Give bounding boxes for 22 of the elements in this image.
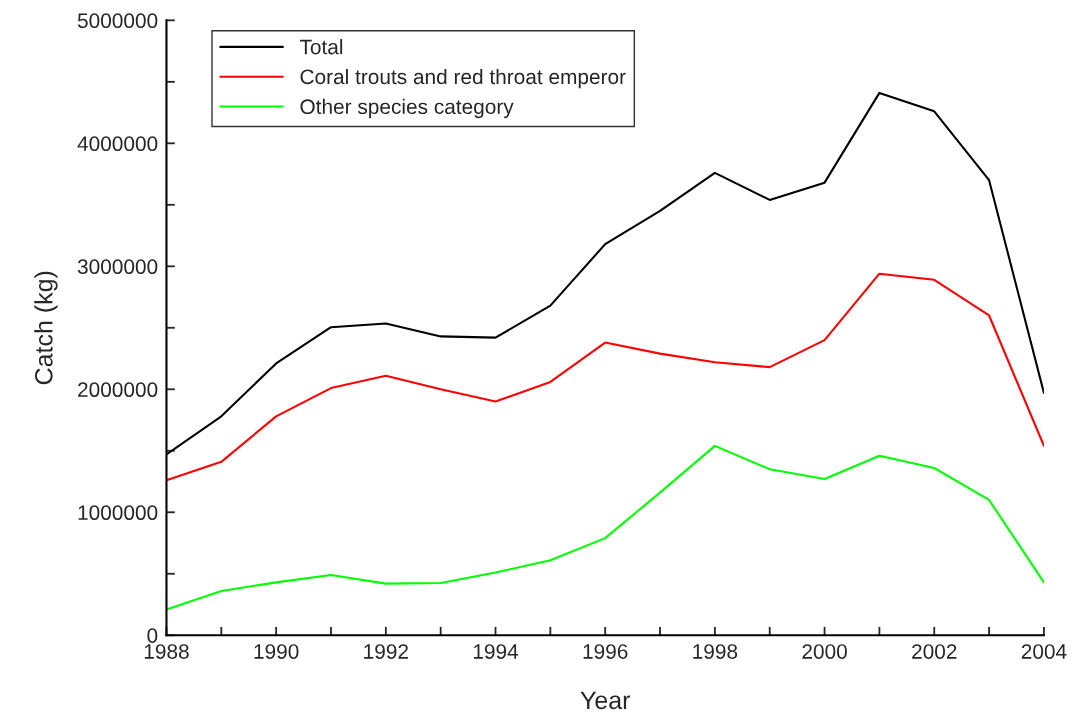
x-tick-label: 2000 bbox=[802, 644, 847, 659]
y-axis-title: Catch (kg) bbox=[34, 271, 58, 385]
y-tick-label: 0 bbox=[147, 628, 158, 643]
legend-label: Other species category bbox=[300, 98, 514, 119]
y-tick-label: 5000000 bbox=[77, 13, 158, 29]
x-tick-label: 1992 bbox=[364, 644, 408, 659]
y-tick-label: 3000000 bbox=[77, 259, 158, 275]
legend-label: Coral trouts and red throat emperor bbox=[300, 68, 626, 89]
x-tick-label: 1994 bbox=[473, 644, 519, 659]
y-tick-label: 2000000 bbox=[78, 382, 158, 398]
x-tick-label: 1988 bbox=[144, 644, 189, 659]
line-series bbox=[166, 444, 1044, 611]
legend-label: Total bbox=[299, 39, 343, 55]
x-tick-label: 1996 bbox=[583, 644, 628, 659]
line-series bbox=[166, 272, 1044, 482]
x-axis-title: Year bbox=[580, 691, 631, 710]
x-tick-label: 2004 bbox=[1021, 644, 1067, 659]
x-tick-label: 1998 bbox=[693, 644, 738, 659]
y-tick-label: 1000000 bbox=[78, 505, 158, 521]
x-tick-label: 2002 bbox=[912, 644, 957, 659]
x-tick-label: 1990 bbox=[254, 644, 299, 659]
y-tick-label: 4000000 bbox=[77, 136, 158, 152]
